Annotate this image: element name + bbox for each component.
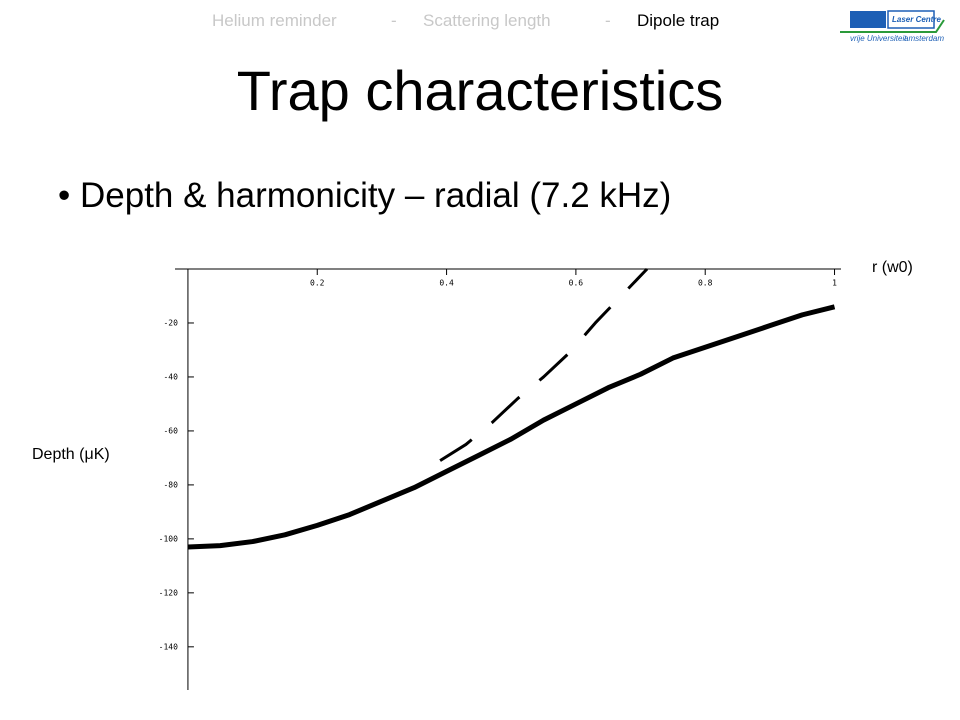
nav-separator: - xyxy=(391,11,397,30)
y-tick-label: -20 xyxy=(163,318,178,327)
logo-university: vrije Universiteit xyxy=(850,34,907,43)
dashed-line xyxy=(439,267,649,462)
x-tick-label: 0.6 xyxy=(569,279,584,288)
x-tick-label: 1 xyxy=(832,279,837,288)
y-tick-label: -100 xyxy=(159,534,178,543)
nav-separator: - xyxy=(605,11,611,30)
y-tick-label: -140 xyxy=(159,642,178,651)
logo-box xyxy=(887,10,935,29)
nav-item[interactable]: Scattering length xyxy=(423,11,551,30)
logo: Laser Centre vrije Universiteit amsterda… xyxy=(840,10,945,43)
y-tick-label: -60 xyxy=(163,426,178,435)
y-tick-label: -120 xyxy=(159,588,178,597)
x-tick-label: 0.2 xyxy=(310,279,325,288)
y-tick-label: -40 xyxy=(163,372,178,381)
x-tick-label: 0.4 xyxy=(439,279,454,288)
x-axis-label: r (w0) xyxy=(872,259,913,276)
logo-text: Laser Centre xyxy=(892,15,941,24)
bullet-text: Depth & harmonicity – radial (7.2 kHz) xyxy=(79,176,672,215)
logo-swoosh xyxy=(840,19,945,33)
line xyxy=(187,304,836,550)
slide-title: Trap characteristics xyxy=(236,59,724,122)
y-axis-label: Depth (μK) xyxy=(32,446,110,463)
x-tick-label: 0.8 xyxy=(698,279,713,288)
nav-item[interactable]: Dipole trap xyxy=(637,11,720,30)
y-tick-label: -80 xyxy=(163,480,178,489)
bullet: • Depth & harmonicity – radial (7.2 kHz) xyxy=(58,176,672,215)
logo-box xyxy=(850,11,886,28)
nav-item[interactable]: Helium reminder xyxy=(212,11,337,30)
logo-city: amsterdam xyxy=(904,34,944,43)
